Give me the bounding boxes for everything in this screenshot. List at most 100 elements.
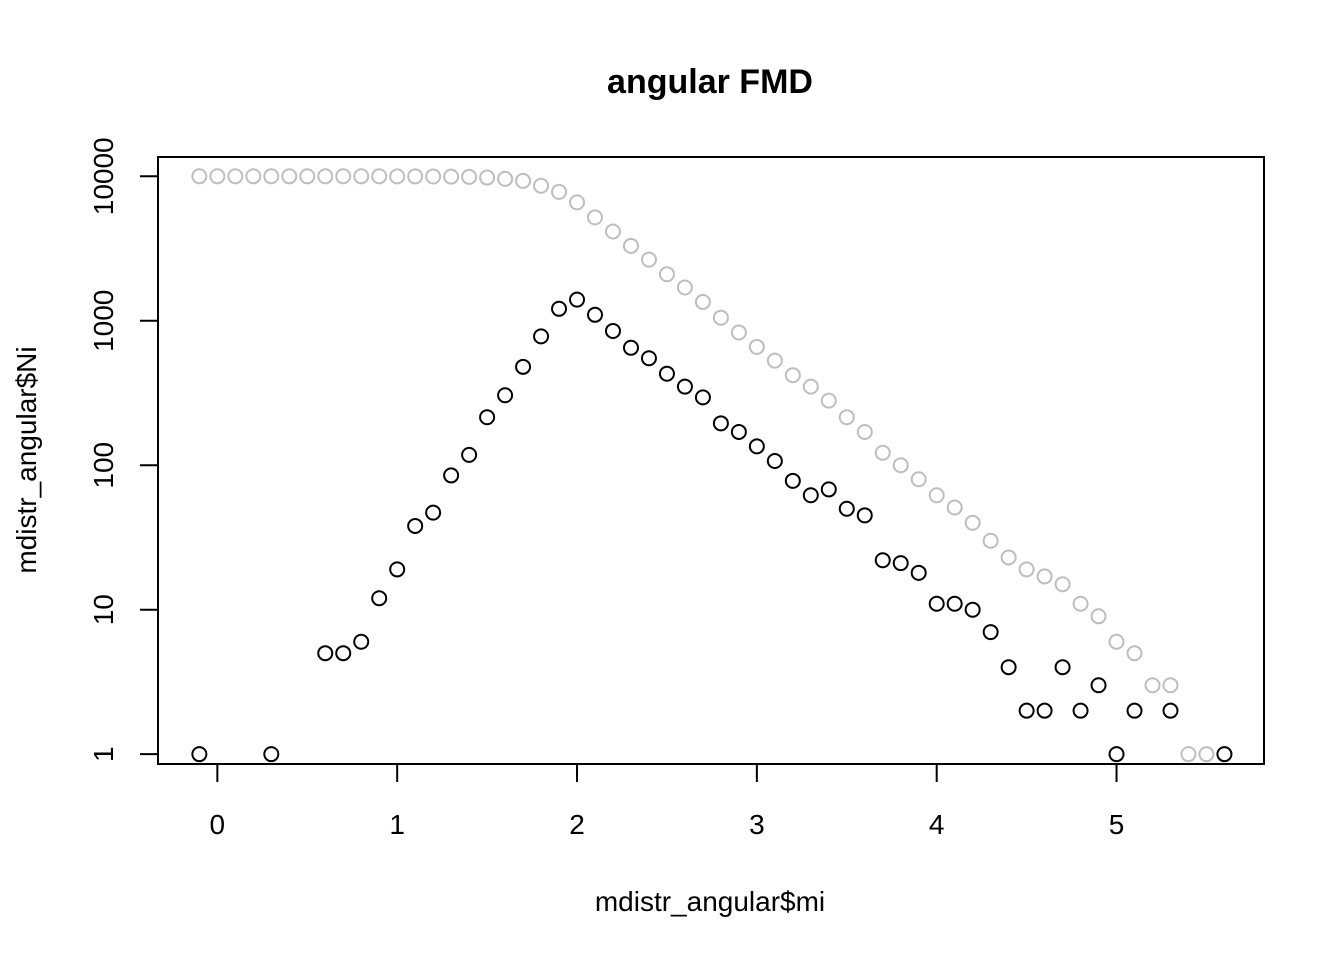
data-point — [299, 168, 316, 185]
data-point — [928, 487, 945, 504]
series-1 — [191, 291, 1233, 763]
data-point — [245, 168, 262, 185]
data-point — [1162, 702, 1179, 719]
y-tick-label: 10000 — [88, 137, 119, 215]
data-point — [1216, 746, 1233, 763]
data-point — [209, 168, 226, 185]
data-point — [946, 595, 963, 612]
data-point — [389, 168, 406, 185]
data-point — [766, 352, 783, 369]
data-point — [1090, 677, 1107, 694]
data-point — [964, 514, 981, 531]
data-point — [407, 517, 424, 534]
data-point — [1144, 677, 1161, 694]
chart-title: angular FMD — [607, 63, 813, 101]
data-point — [964, 601, 981, 618]
data-point — [1072, 595, 1089, 612]
data-point — [640, 350, 657, 367]
data-point — [389, 561, 406, 578]
x-axis-label: mdistr_angular$mi — [595, 886, 825, 917]
data-point — [587, 209, 604, 226]
data-point — [982, 532, 999, 549]
data-point — [227, 168, 244, 185]
data-point — [1036, 702, 1053, 719]
data-point — [335, 168, 352, 185]
x-tick-label: 1 — [389, 809, 405, 840]
data-point — [874, 444, 891, 461]
y-tick-label: 10 — [88, 594, 119, 625]
data-point — [928, 595, 945, 612]
x-axis: 0 1 2 3 4 5 — [210, 763, 1124, 840]
data-point — [748, 438, 765, 455]
data-point — [1036, 568, 1053, 585]
data-point — [497, 170, 514, 187]
data-point — [281, 168, 298, 185]
data-point — [551, 183, 568, 200]
data-point — [479, 169, 496, 186]
data-point — [676, 378, 693, 395]
data-point — [443, 467, 460, 484]
data-point — [1018, 702, 1035, 719]
x-tick-label: 3 — [749, 809, 765, 840]
data-point — [820, 392, 837, 409]
data-point — [1198, 746, 1215, 763]
data-point — [982, 624, 999, 641]
data-point — [604, 322, 621, 339]
data-point — [425, 168, 442, 185]
scatter-points — [191, 168, 1233, 763]
data-point — [712, 415, 729, 432]
data-point — [551, 300, 568, 317]
data-point — [892, 555, 909, 572]
data-point — [1090, 608, 1107, 625]
data-point — [658, 365, 675, 382]
data-point — [497, 387, 514, 404]
data-point — [1108, 746, 1125, 763]
data-point — [371, 590, 388, 607]
data-point — [784, 367, 801, 384]
data-point — [694, 293, 711, 310]
data-point — [784, 472, 801, 489]
data-point — [317, 645, 334, 662]
data-point — [1000, 549, 1017, 566]
data-point — [425, 504, 442, 521]
series-0 — [191, 168, 1233, 763]
data-point — [892, 457, 909, 474]
data-point — [802, 487, 819, 504]
data-point — [191, 168, 208, 185]
data-point — [317, 168, 334, 185]
data-point — [604, 223, 621, 240]
data-point — [515, 358, 532, 375]
data-point — [856, 423, 873, 440]
data-point — [856, 507, 873, 524]
data-point — [335, 645, 352, 662]
data-point — [353, 168, 370, 185]
data-point — [461, 168, 478, 185]
data-point — [569, 291, 586, 308]
data-point — [712, 309, 729, 326]
data-point — [461, 446, 478, 463]
data-point — [1000, 659, 1017, 676]
data-point — [946, 499, 963, 516]
data-point — [1126, 645, 1143, 662]
data-point — [1162, 677, 1179, 694]
y-axis-label: mdistr_angular$Ni — [11, 346, 42, 573]
data-point — [730, 423, 747, 440]
data-point — [1108, 633, 1125, 650]
data-point — [1180, 746, 1197, 763]
y-tick-label: 100 — [88, 442, 119, 489]
data-point — [533, 177, 550, 194]
data-point — [1126, 702, 1143, 719]
data-point — [587, 306, 604, 323]
x-tick-label: 2 — [569, 809, 585, 840]
data-point — [353, 633, 370, 650]
data-point — [1072, 702, 1089, 719]
y-tick-label: 1000 — [88, 290, 119, 352]
data-point — [622, 339, 639, 356]
data-point — [802, 378, 819, 395]
x-tick-label: 4 — [929, 809, 945, 840]
data-point — [443, 168, 460, 185]
data-point — [730, 324, 747, 341]
data-point — [191, 746, 208, 763]
data-point — [694, 389, 711, 406]
